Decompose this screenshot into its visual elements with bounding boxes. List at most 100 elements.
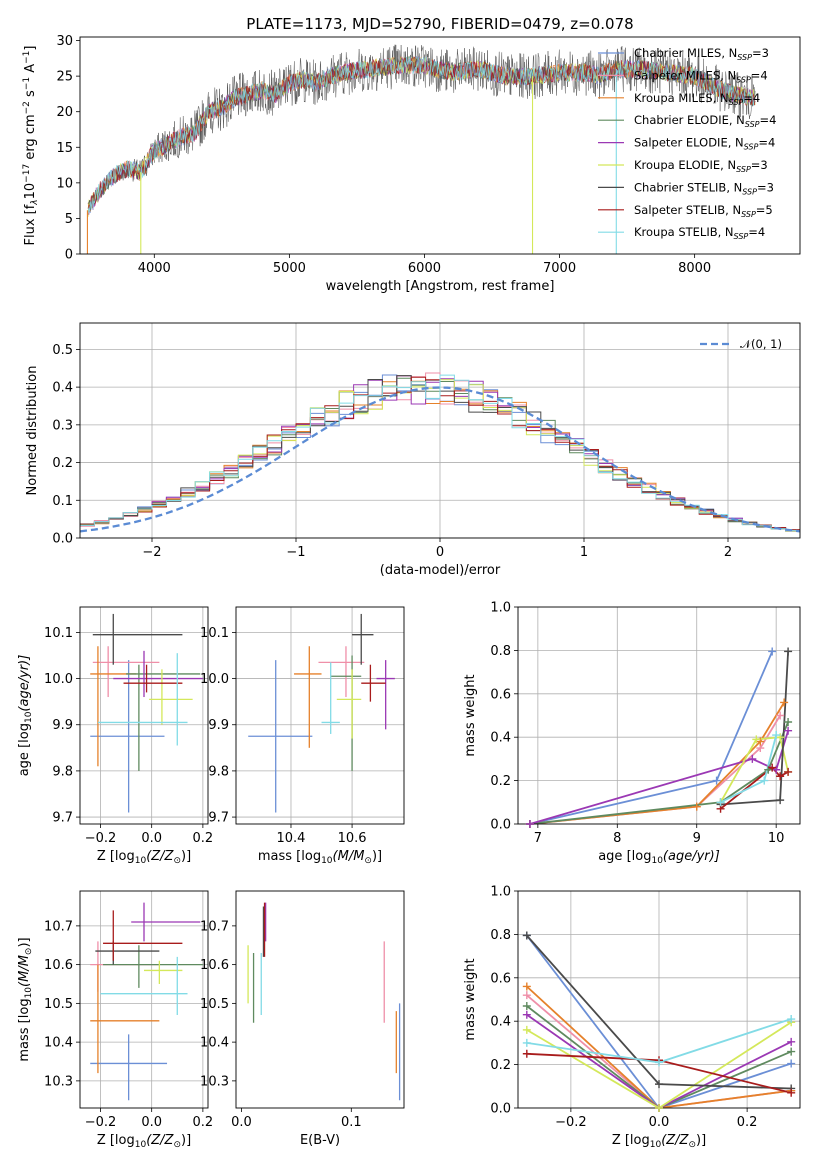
legend-entry-part: SSP: [736, 75, 751, 84]
axes-frame: [79, 606, 209, 825]
y-axis-label: mass [log10(M/M⊙)]: [17, 937, 34, 1061]
y-tick-label: 0.6: [490, 971, 511, 986]
x-axis-label-part: mass [log: [258, 849, 321, 864]
legend-entry-part: Salpeter STELIB, N: [634, 203, 741, 217]
y-axis-label-part: age [log: [17, 723, 32, 776]
x-axis-label-part: (Z/Z: [146, 849, 174, 864]
x-axis-label-part: Z [log: [97, 1133, 135, 1148]
y-tick-label: 9.7: [208, 811, 229, 826]
y-tick-label: 0.3: [52, 418, 73, 433]
y-axis-label-part: ⊙: [24, 948, 34, 956]
mw-age-marker: [776, 796, 785, 805]
legend-entry-part: SSP: [742, 187, 757, 196]
mw-Z-marker: [787, 1015, 796, 1024]
y-tick-label: 20: [56, 105, 73, 120]
x-axis-label: wavelength [Angstrom, rest frame]: [326, 279, 555, 294]
legend-entry-part: =4: [748, 225, 765, 239]
x-tick-label: 1: [580, 545, 588, 560]
y-tick-label: 25: [56, 70, 73, 85]
x-tick-label: 0.0: [141, 831, 162, 846]
legend-entry-part: Salpeter MILES, N: [634, 68, 736, 82]
x-tick-label: 0.2: [737, 1115, 758, 1130]
legend-entry: Salpeter STELIB, NSSP=5: [634, 203, 773, 219]
mw-Z-line: [526, 934, 792, 1108]
y-tick-label: 10: [56, 176, 73, 191]
y-axis-label-part: λ: [30, 199, 40, 205]
y-tick-label: 10.3: [200, 1074, 229, 1089]
x-axis-label-part: (age/yr)]: [663, 849, 720, 864]
legend-entry-part: =3: [751, 158, 768, 172]
mw-Z-marker: [655, 1058, 663, 1067]
y-axis-label-part: −2: [22, 101, 32, 114]
mw-Z-marker: [655, 1080, 663, 1089]
x-tick-label: −1: [286, 545, 305, 560]
y-tick-label: 0.6: [490, 687, 511, 702]
legend-entry-part: =3: [757, 180, 774, 194]
x-axis-label-part: (Z/Z: [661, 1133, 689, 1148]
y-axis-label-part: mass weight: [463, 674, 478, 756]
legend-entry-part: =5: [756, 203, 773, 217]
mw-Z-marker: [787, 1037, 796, 1046]
y-tick-label: 10.3: [44, 1074, 73, 1089]
mw-age-marker: [772, 731, 781, 740]
y-tick-label: 30: [56, 34, 73, 49]
mw-age-marker: [692, 802, 701, 811]
x-tick-label: −0.2: [85, 1115, 117, 1130]
y-axis-label-part: 10: [24, 987, 34, 999]
plot-area-massweight-vs-age: [518, 607, 800, 824]
y-tick-label: 0.0: [490, 818, 511, 833]
x-tick-label: 7: [534, 831, 542, 846]
mw-age-marker: [768, 763, 777, 772]
x-axis-label-part: )]: [372, 849, 382, 864]
mw-age-line: [719, 736, 789, 803]
y-axis-label-part: ]: [23, 46, 38, 51]
y-axis-label-part: (M/M: [17, 955, 32, 987]
x-tick-label: 9: [693, 831, 701, 846]
y-tick-label: 0.5: [52, 343, 73, 358]
legend-entry: Chabrier ELODIE, NSSP=4: [634, 113, 776, 129]
mw-Z-marker: [787, 1088, 796, 1097]
legend-entry-part: Salpeter ELODIE, N: [634, 136, 744, 150]
mw-Z-marker: [522, 1002, 531, 1011]
plots-layer: 4000 5000 6000 7000 8000051015202530waveleng…: [17, 34, 801, 1150]
x-axis-label-part: ⊙: [173, 1140, 181, 1150]
y-axis-label-part: erg cm: [23, 114, 38, 163]
legend-entry-part: Kroupa STELIB, N: [634, 225, 734, 239]
axes-frame: [79, 36, 801, 255]
legend-entry: Kroupa ELODIE, NSSP=3: [634, 158, 768, 174]
y-tick-label: 9.9: [208, 718, 229, 733]
x-axis-label: Z [log10(Z/Z⊙)]: [97, 1133, 191, 1150]
y-axis-label-part: A: [23, 64, 38, 77]
mw-Z-marker: [655, 1104, 663, 1112]
y-tick-label: 10.7: [44, 919, 73, 934]
plot-area-age-vs-Z: [80, 607, 208, 824]
mw-age-marker: [784, 726, 793, 735]
x-axis-label: (data-model)/error: [380, 563, 501, 578]
x-tick-label: 8000: [678, 261, 711, 276]
x-axis-label-part: 10: [135, 1140, 147, 1150]
mw-age-marker: [768, 647, 777, 656]
legend-entry: Chabrier MILES, NSSP=3: [634, 46, 769, 62]
x-axis-label-part: (data-model)/error: [380, 563, 501, 578]
x-tick-label: −0.2: [85, 831, 117, 846]
x-tick-label: 10.6: [338, 831, 367, 846]
y-tick-label: 0.2: [490, 1058, 511, 1073]
y-axis-label-part: (age/yr)]: [17, 655, 32, 712]
legend-entry-part: SSP: [736, 165, 751, 174]
mw-age-marker: [780, 698, 789, 707]
panel-age-vs-mass: 10.4 10.6 9.7 9.8 9.9 10.0 10.1 mass [log10(M/M…: [200, 606, 405, 866]
x-tick-label: 2: [724, 545, 732, 560]
y-axis-label-part: mass [log: [17, 998, 32, 1061]
y-tick-label: 10.1: [200, 626, 229, 641]
x-axis-label-part: (Z/Z: [146, 1133, 174, 1148]
y-tick-label: 0.0: [52, 532, 73, 547]
legend-entry-part: SSP: [729, 98, 744, 107]
mw-age-line: [529, 721, 789, 824]
y-tick-label: 15: [56, 141, 73, 156]
y-axis-label: Flux [fλ10−17 erg cm−2 s−1 A−1]: [22, 46, 40, 246]
mw-age-line: [529, 715, 781, 824]
model-spectrum-line: [87, 56, 756, 217]
